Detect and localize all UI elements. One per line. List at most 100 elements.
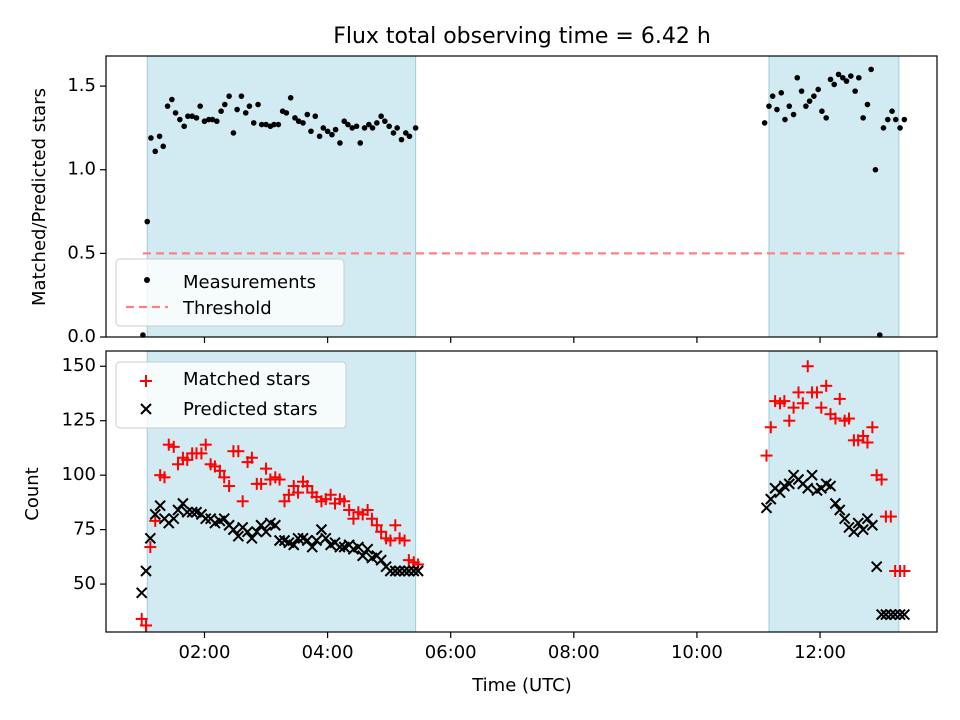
predicted-x-b xyxy=(154,499,166,512)
matched-star-point xyxy=(866,421,879,434)
predicted-star-point xyxy=(389,565,402,577)
predicted-x-b xyxy=(334,541,346,553)
legend-predicted-label: Predicted stars xyxy=(183,399,317,420)
predicted-x-b xyxy=(352,541,365,553)
measurement-point xyxy=(794,74,801,81)
matched-star-point xyxy=(287,480,300,493)
predicted-star-point xyxy=(824,480,837,492)
predicted-x-b xyxy=(774,486,786,499)
predicted-x-b xyxy=(783,478,795,490)
y-tick-label: 1.0 xyxy=(67,159,96,180)
measurement-point xyxy=(308,128,314,135)
measurement-point xyxy=(181,123,187,130)
matched-star-point xyxy=(829,412,842,425)
top-legend: Measurements Threshold xyxy=(115,258,345,327)
measurement-point xyxy=(185,113,191,120)
measurement-point xyxy=(156,133,163,140)
measurement-point xyxy=(312,113,319,120)
y-tick-label: 0.0 xyxy=(67,326,96,347)
matched-star-point xyxy=(172,458,185,471)
matched-star-point xyxy=(375,525,388,538)
predicted-x-b xyxy=(848,526,860,538)
matched-star-point xyxy=(361,504,374,517)
matched-star-point xyxy=(778,395,791,408)
matched-star-point xyxy=(389,519,402,532)
predicted-x-b xyxy=(880,608,892,621)
predicted-x-b xyxy=(861,513,874,525)
predicted-star-point xyxy=(232,530,245,542)
predicted-x-b xyxy=(168,513,180,525)
legend-predicted-marker xyxy=(140,403,152,415)
predicted-star-point xyxy=(251,526,263,538)
matched-star-point xyxy=(292,486,305,499)
matched-star-point xyxy=(833,392,846,405)
y-tick-label: 0.5 xyxy=(67,242,96,263)
predicted-star-point xyxy=(315,523,328,536)
measurement-point xyxy=(164,103,171,109)
predicted-star-point xyxy=(241,526,254,538)
predicted-x-b xyxy=(190,506,203,518)
predicted-x-b xyxy=(218,513,230,525)
predicted-star-point xyxy=(288,539,300,551)
predicted-x-b xyxy=(278,534,291,547)
predicted-x-b xyxy=(135,587,148,599)
matched-star-point xyxy=(370,519,383,532)
predicted-star-point xyxy=(375,554,387,566)
measurement-point xyxy=(148,135,154,141)
measurement-point xyxy=(341,118,348,125)
predicted-x-b xyxy=(384,565,397,577)
predicted-x-b xyxy=(200,513,212,525)
matched-star-point xyxy=(260,462,273,475)
measurement-point xyxy=(292,115,298,121)
measurement-point xyxy=(258,121,265,128)
predicted-star-point xyxy=(806,469,818,481)
predicted-x-b xyxy=(246,532,258,545)
measurement-point xyxy=(766,103,772,109)
predicted-star-point xyxy=(880,608,892,621)
measurement-point xyxy=(761,120,768,126)
measurement-point xyxy=(840,74,846,81)
measurement-point xyxy=(226,93,232,99)
measurement-point xyxy=(786,103,793,109)
predicted-star-point xyxy=(301,534,313,547)
measurement-point xyxy=(369,125,376,131)
predicted-star-point xyxy=(218,513,230,525)
predicted-x-b xyxy=(232,530,245,542)
matched-star-point xyxy=(218,471,231,484)
measurement-point xyxy=(271,121,277,128)
measurement-point xyxy=(831,81,838,88)
predicted-x-b xyxy=(264,517,277,529)
predicted-star-point xyxy=(227,523,240,536)
matched-star-point xyxy=(343,504,356,517)
x-tick-label: 06:00 xyxy=(425,642,477,663)
predicted-x-b xyxy=(269,519,281,531)
observing-window-1 xyxy=(768,55,900,338)
predicted-x-b xyxy=(273,534,286,547)
measurement-point xyxy=(402,130,409,136)
observing-window-1 xyxy=(768,350,900,633)
predicted-star-point xyxy=(144,532,157,545)
predicted-x-b xyxy=(306,541,318,553)
measurement-point xyxy=(798,88,805,94)
matched-star-point xyxy=(158,471,171,484)
predicted-x-b xyxy=(255,519,267,531)
x-tick-label: 08:00 xyxy=(548,642,600,663)
predicted-star-point xyxy=(774,486,786,499)
matched-star-point xyxy=(857,429,870,442)
matched-star-point xyxy=(278,495,291,508)
measurement-point xyxy=(412,125,419,131)
matched-star-point xyxy=(347,512,360,525)
predicted-star-point xyxy=(898,608,911,621)
measurement-point xyxy=(300,120,306,126)
bottom-legend-box xyxy=(115,361,347,429)
measurement-point xyxy=(255,101,261,108)
measurement-point xyxy=(872,166,879,173)
matched-star-point xyxy=(149,514,162,527)
measurement-point xyxy=(160,143,167,150)
y-tick-label: 50 xyxy=(73,573,96,594)
predicted-x-b xyxy=(870,560,883,573)
matched-star-point xyxy=(232,445,245,458)
top-axes-frame xyxy=(105,55,938,338)
measurement-point xyxy=(230,130,237,136)
